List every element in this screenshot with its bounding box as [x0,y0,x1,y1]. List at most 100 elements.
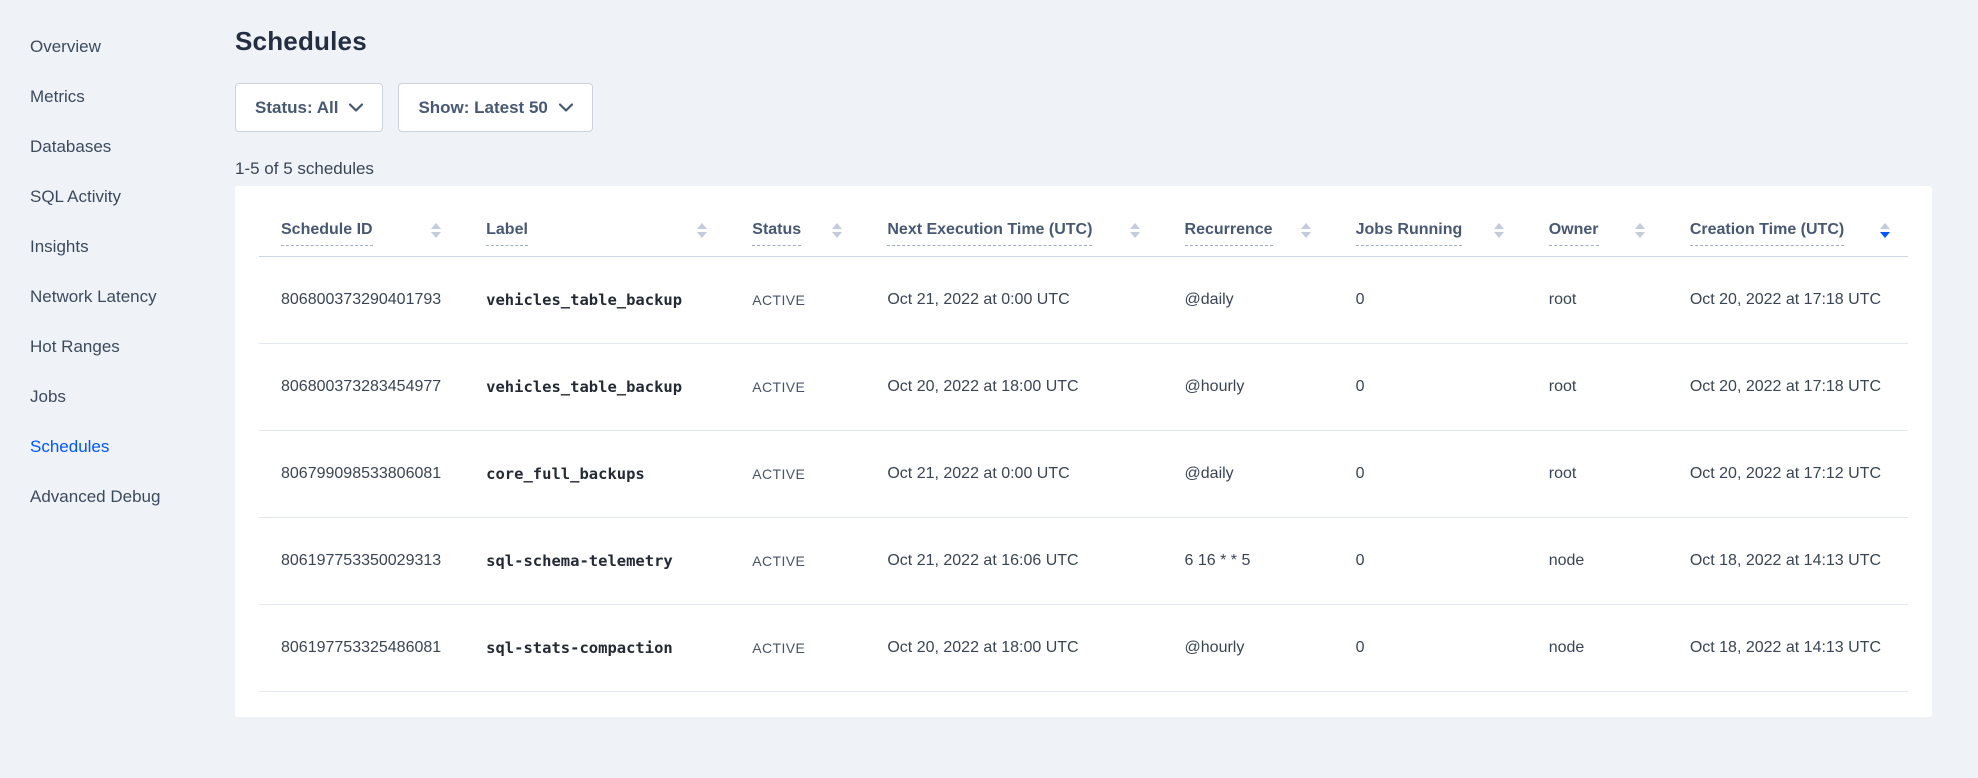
sidebar-item-schedules[interactable]: Schedules [30,437,110,456]
sidebar: Overview Metrics Databases SQL Activity … [0,0,235,778]
cell-schedule-id: 806800373283454977 [259,343,487,431]
show-filter-label: Show: Latest 50 [418,97,548,117]
column-header-label[interactable]: Next Execution Time (UTC) [887,221,1093,246]
column-header-jobs-running[interactable]: Jobs Running [1355,186,1549,257]
schedule-row: 806197753325486081 sql-stats-compaction … [259,604,1908,692]
sidebar-item-insights[interactable]: Insights [30,237,89,256]
sort-asc-icon [697,222,708,229]
page-title: Schedules [235,26,367,56]
sort-desc-icon [1493,231,1504,238]
column-header-next-execution-time-utc[interactable]: Next Execution Time (UTC) [887,186,1185,257]
sort-arrows-icon[interactable] [1880,222,1890,238]
sort-asc-icon [832,222,843,229]
sort-arrows-icon[interactable] [1300,222,1311,238]
filter-bar: Status: All Show: Latest 50 [235,83,1932,132]
column-header-creation-time-utc[interactable]: Creation Time (UTC) [1689,186,1908,257]
cell-schedule-id: 806197753325486081 [259,604,487,692]
chevron-down-icon [558,103,573,112]
schedule-row: 806800373283454977 vehicles_table_backup… [259,343,1908,431]
column-header-label[interactable]: Label [486,221,528,246]
schedules-table-card: Schedule ID Label Status Next Execu [235,186,1932,717]
column-header-owner[interactable]: Owner [1548,186,1690,257]
sidebar-item-advanced-debug[interactable]: Advanced Debug [30,487,161,506]
sort-arrows-icon[interactable] [431,222,442,238]
sort-arrows-icon[interactable] [1634,222,1645,238]
sidebar-item-overview[interactable]: Overview [30,37,101,56]
chevron-down-icon [349,103,364,112]
column-header-label[interactable]: Status [752,221,802,246]
results-count: 1-5 of 5 schedules [235,159,374,178]
column-header-label[interactable]: Schedule ID [281,221,373,246]
column-header-label[interactable]: Label [486,186,753,257]
sort-desc-icon [1634,231,1645,238]
cell-next-execution: Oct 21, 2022 at 0:00 UTC [887,430,1185,518]
show-filter-dropdown[interactable]: Show: Latest 50 [398,83,593,132]
schedules-table: Schedule ID Label Status Next Execu [259,186,1908,692]
sort-desc-icon [1880,231,1890,238]
sidebar-item-hot-ranges[interactable]: Hot Ranges [30,337,120,356]
cell-status: ACTIVE [752,517,888,605]
column-header-recurrence[interactable]: Recurrence [1184,186,1356,257]
cell-status: ACTIVE [752,430,888,518]
cell-owner: node [1548,517,1690,605]
sort-arrows-icon[interactable] [832,222,843,238]
sort-desc-icon [697,231,708,238]
sidebar-nav-list: Overview Metrics Databases SQL Activity … [0,22,235,522]
cell-creation-time: Oct 18, 2022 at 14:13 UTC [1689,517,1908,605]
column-header-schedule-id[interactable]: Schedule ID [259,186,487,257]
cell-recurrence: @daily [1184,256,1356,344]
cell-status: ACTIVE [752,343,888,431]
sort-desc-icon [1300,231,1311,238]
cell-creation-time: Oct 20, 2022 at 17:18 UTC [1689,343,1908,431]
column-header-label[interactable]: Recurrence [1184,221,1273,246]
cell-status: ACTIVE [752,256,888,344]
cell-next-execution: Oct 20, 2022 at 18:00 UTC [887,604,1185,692]
cell-recurrence: @hourly [1184,343,1356,431]
status-filter-dropdown[interactable]: Status: All [235,83,384,132]
cell-jobs-running: 0 [1355,256,1549,344]
cell-schedule-id: 806197753350029313 [259,517,487,605]
schedule-row: 806197753350029313 sql-schema-telemetry … [259,517,1908,605]
cell-label: vehicles_table_backup [486,343,753,431]
cell-creation-time: Oct 18, 2022 at 14:13 UTC [1689,604,1908,692]
sort-asc-icon [1129,222,1140,229]
table-header-row: Schedule ID Label Status Next Execu [259,186,1908,257]
cell-label: vehicles_table_backup [486,256,753,344]
cell-next-execution: Oct 21, 2022 at 16:06 UTC [887,517,1185,605]
cell-next-execution: Oct 21, 2022 at 0:00 UTC [887,256,1185,344]
sort-arrows-icon[interactable] [1129,222,1140,238]
cell-label: sql-schema-telemetry [486,517,753,605]
cell-jobs-running: 0 [1355,604,1549,692]
column-header-label[interactable]: Owner [1548,221,1599,246]
cell-recurrence: @daily [1184,430,1356,518]
main-content: Schedules Status: All Show: Latest 50 1-… [235,0,1978,778]
sort-arrows-icon[interactable] [1493,222,1504,238]
sidebar-item-jobs[interactable]: Jobs [30,387,66,406]
sort-asc-icon [431,222,442,229]
sidebar-item-network-latency[interactable]: Network Latency [30,287,157,306]
cell-next-execution: Oct 20, 2022 at 18:00 UTC [887,343,1185,431]
sidebar-item-sql-activity[interactable]: SQL Activity [30,187,122,206]
sort-asc-icon [1493,222,1504,229]
sort-desc-icon [832,231,843,238]
sidebar-item-databases[interactable]: Databases [30,137,112,156]
cell-schedule-id: 806799098533806081 [259,430,487,518]
sort-asc-icon [1634,222,1645,229]
cell-creation-time: Oct 20, 2022 at 17:12 UTC [1689,430,1908,518]
cell-owner: root [1548,343,1690,431]
sidebar-item-metrics[interactable]: Metrics [30,87,85,106]
sort-desc-icon [431,231,442,238]
schedule-row: 806800373290401793 vehicles_table_backup… [259,256,1908,344]
sort-asc-icon [1300,222,1311,229]
cell-jobs-running: 0 [1355,343,1549,431]
column-header-status[interactable]: Status [752,186,888,257]
sort-asc-icon [1880,222,1890,229]
schedule-row: 806799098533806081 core_full_backups ACT… [259,430,1908,518]
cell-owner: root [1548,256,1690,344]
cell-status: ACTIVE [752,604,888,692]
sort-arrows-icon[interactable] [697,222,708,238]
column-header-label[interactable]: Jobs Running [1355,221,1463,246]
sort-desc-icon [1129,231,1140,238]
column-header-label[interactable]: Creation Time (UTC) [1689,221,1845,246]
